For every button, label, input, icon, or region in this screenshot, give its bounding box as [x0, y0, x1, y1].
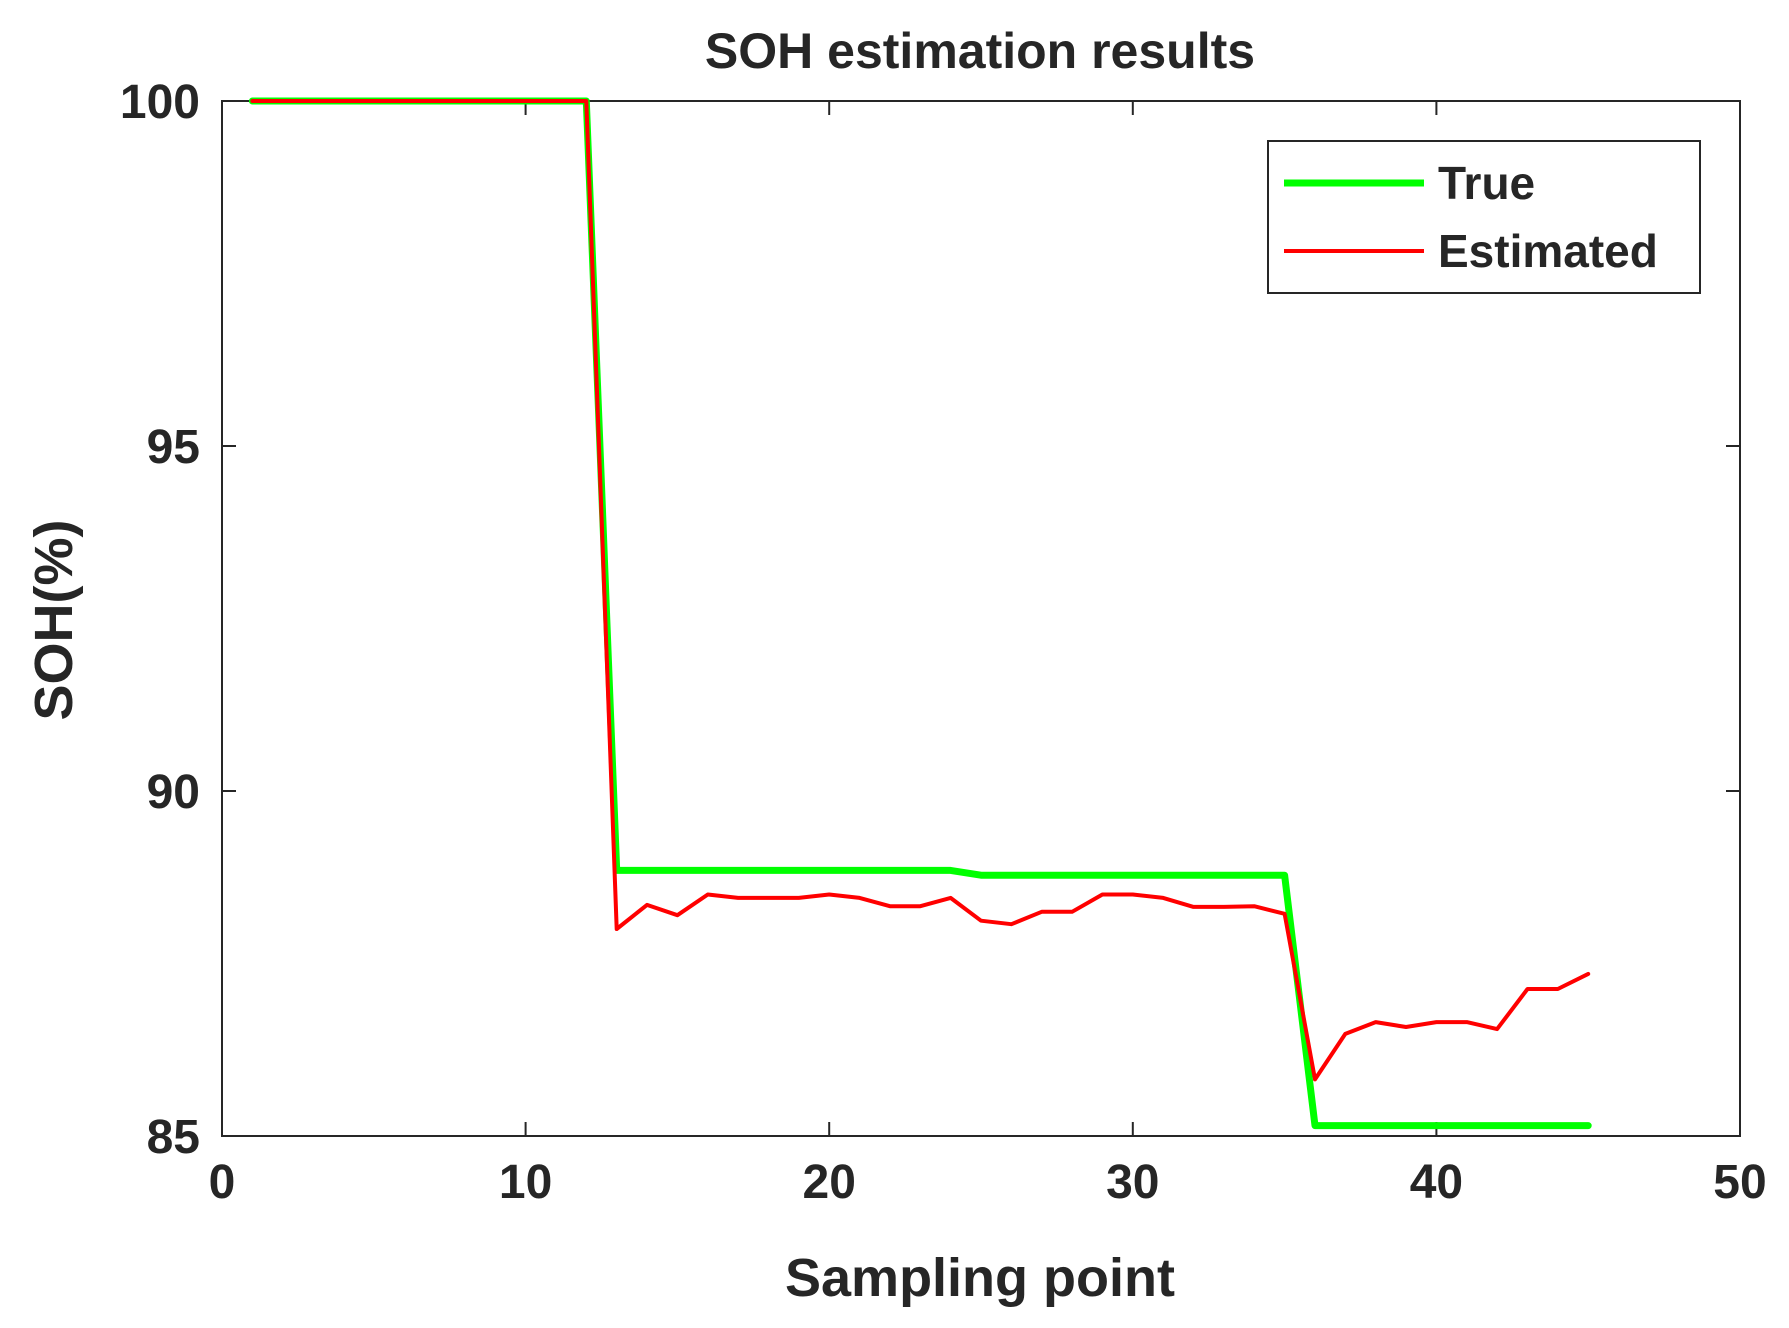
- data-point-estimated: [1557, 989, 1558, 990]
- data-point-estimated: [1588, 973, 1589, 974]
- data-point-estimated: [495, 101, 496, 102]
- data-point-true: [798, 870, 799, 871]
- data-point-true: [768, 870, 769, 871]
- data-point-true: [677, 870, 678, 871]
- data-point-true: [1102, 875, 1103, 876]
- data-point-estimated: [1406, 1026, 1407, 1027]
- data-point-estimated: [1466, 1022, 1467, 1023]
- data-point-true: [1406, 1125, 1407, 1126]
- chart-title: SOH estimation results: [705, 23, 1255, 79]
- data-point-true: [889, 870, 890, 871]
- data-point-true: [1254, 875, 1255, 876]
- data-point-true: [1314, 1125, 1315, 1126]
- data-point-estimated: [647, 904, 648, 905]
- data-point-true: [647, 870, 648, 871]
- y-tick-label: 95: [147, 421, 200, 474]
- y-tick-label: 100: [120, 76, 200, 129]
- plot-layer: 0 10 20 30 40 50 85 90 95 100 True Estimated: [120, 76, 1767, 1209]
- y-tick-label: 90: [147, 766, 200, 819]
- data-point-true: [1466, 1125, 1467, 1126]
- x-tick-label: 10: [499, 1156, 552, 1209]
- data-point-true: [1193, 875, 1194, 876]
- data-point-true: [950, 870, 951, 871]
- data-point-true: [1436, 1125, 1437, 1126]
- data-point-estimated: [859, 897, 860, 898]
- x-axis-label: Sampling point: [785, 1248, 1175, 1308]
- data-point-true: [1011, 875, 1012, 876]
- data-point-estimated: [1497, 1029, 1498, 1030]
- data-point-true: [981, 875, 982, 876]
- legend-label-true: True: [1438, 157, 1535, 209]
- data-point-estimated: [1011, 924, 1012, 925]
- data-point-estimated: [1163, 897, 1164, 898]
- data-point-true: [1041, 875, 1042, 876]
- data-point-true: [1497, 1125, 1498, 1126]
- data-point-estimated: [738, 897, 739, 898]
- data-point-estimated: [373, 101, 374, 102]
- data-point-estimated: [1284, 913, 1285, 914]
- x-tick-label: 30: [1106, 1156, 1159, 1209]
- data-point-estimated: [1041, 911, 1042, 912]
- data-point-true: [1588, 1125, 1589, 1126]
- data-point-estimated: [707, 894, 708, 895]
- data-point-estimated: [555, 101, 556, 102]
- data-point-estimated: [1527, 989, 1528, 990]
- data-point-estimated: [1345, 1033, 1346, 1034]
- data-point-true: [707, 870, 708, 871]
- data-point-true: [859, 870, 860, 871]
- data-point-true: [1132, 875, 1133, 876]
- data-point-estimated: [768, 897, 769, 898]
- x-tick-label: 50: [1713, 1156, 1766, 1209]
- data-point-estimated: [798, 897, 799, 898]
- data-point-estimated: [525, 101, 526, 102]
- data-point-estimated: [1132, 894, 1133, 895]
- data-point-estimated: [586, 101, 587, 102]
- data-point-true: [1557, 1125, 1558, 1126]
- data-point-true: [1345, 1125, 1346, 1126]
- x-tick-label: 40: [1410, 1156, 1463, 1209]
- data-point-estimated: [829, 894, 830, 895]
- data-point-estimated: [282, 101, 283, 102]
- data-point-estimated: [1102, 894, 1103, 895]
- data-point-estimated: [343, 101, 344, 102]
- data-point-estimated: [313, 101, 314, 102]
- data-point-true: [738, 870, 739, 871]
- data-point-estimated: [1436, 1022, 1437, 1023]
- data-point-estimated: [404, 101, 405, 102]
- data-point-true: [1163, 875, 1164, 876]
- data-point-estimated: [252, 101, 253, 102]
- data-point-estimated: [464, 101, 465, 102]
- legend-box: [1267, 140, 1701, 294]
- data-point-estimated: [950, 897, 951, 898]
- data-point-estimated: [434, 101, 435, 102]
- data-point-true: [1072, 875, 1073, 876]
- data-point-true: [829, 870, 830, 871]
- data-point-estimated: [1193, 906, 1194, 907]
- y-axis-label: SOH(%): [24, 520, 84, 721]
- data-point-true: [1527, 1125, 1528, 1126]
- x-tick-label: 0: [209, 1156, 236, 1209]
- data-point-estimated: [677, 915, 678, 916]
- data-point-estimated: [981, 920, 982, 921]
- data-point-estimated: [889, 906, 890, 907]
- data-point-estimated: [1072, 911, 1073, 912]
- legend-label-estimated: Estimated: [1438, 225, 1658, 277]
- data-point-true: [1375, 1125, 1376, 1126]
- data-point-true: [1223, 875, 1224, 876]
- x-tick-label: 20: [803, 1156, 856, 1209]
- data-point-estimated: [920, 906, 921, 907]
- data-point-estimated: [1375, 1022, 1376, 1023]
- data-point-true: [1284, 875, 1285, 876]
- series-line-estimated: [250, 99, 1591, 1082]
- data-point-true: [920, 870, 921, 871]
- y-tick-label: 85: [147, 1111, 200, 1164]
- data-point-estimated: [1254, 906, 1255, 907]
- data-point-estimated: [616, 929, 617, 930]
- data-point-estimated: [1314, 1079, 1315, 1080]
- data-point-estimated: [1223, 906, 1224, 907]
